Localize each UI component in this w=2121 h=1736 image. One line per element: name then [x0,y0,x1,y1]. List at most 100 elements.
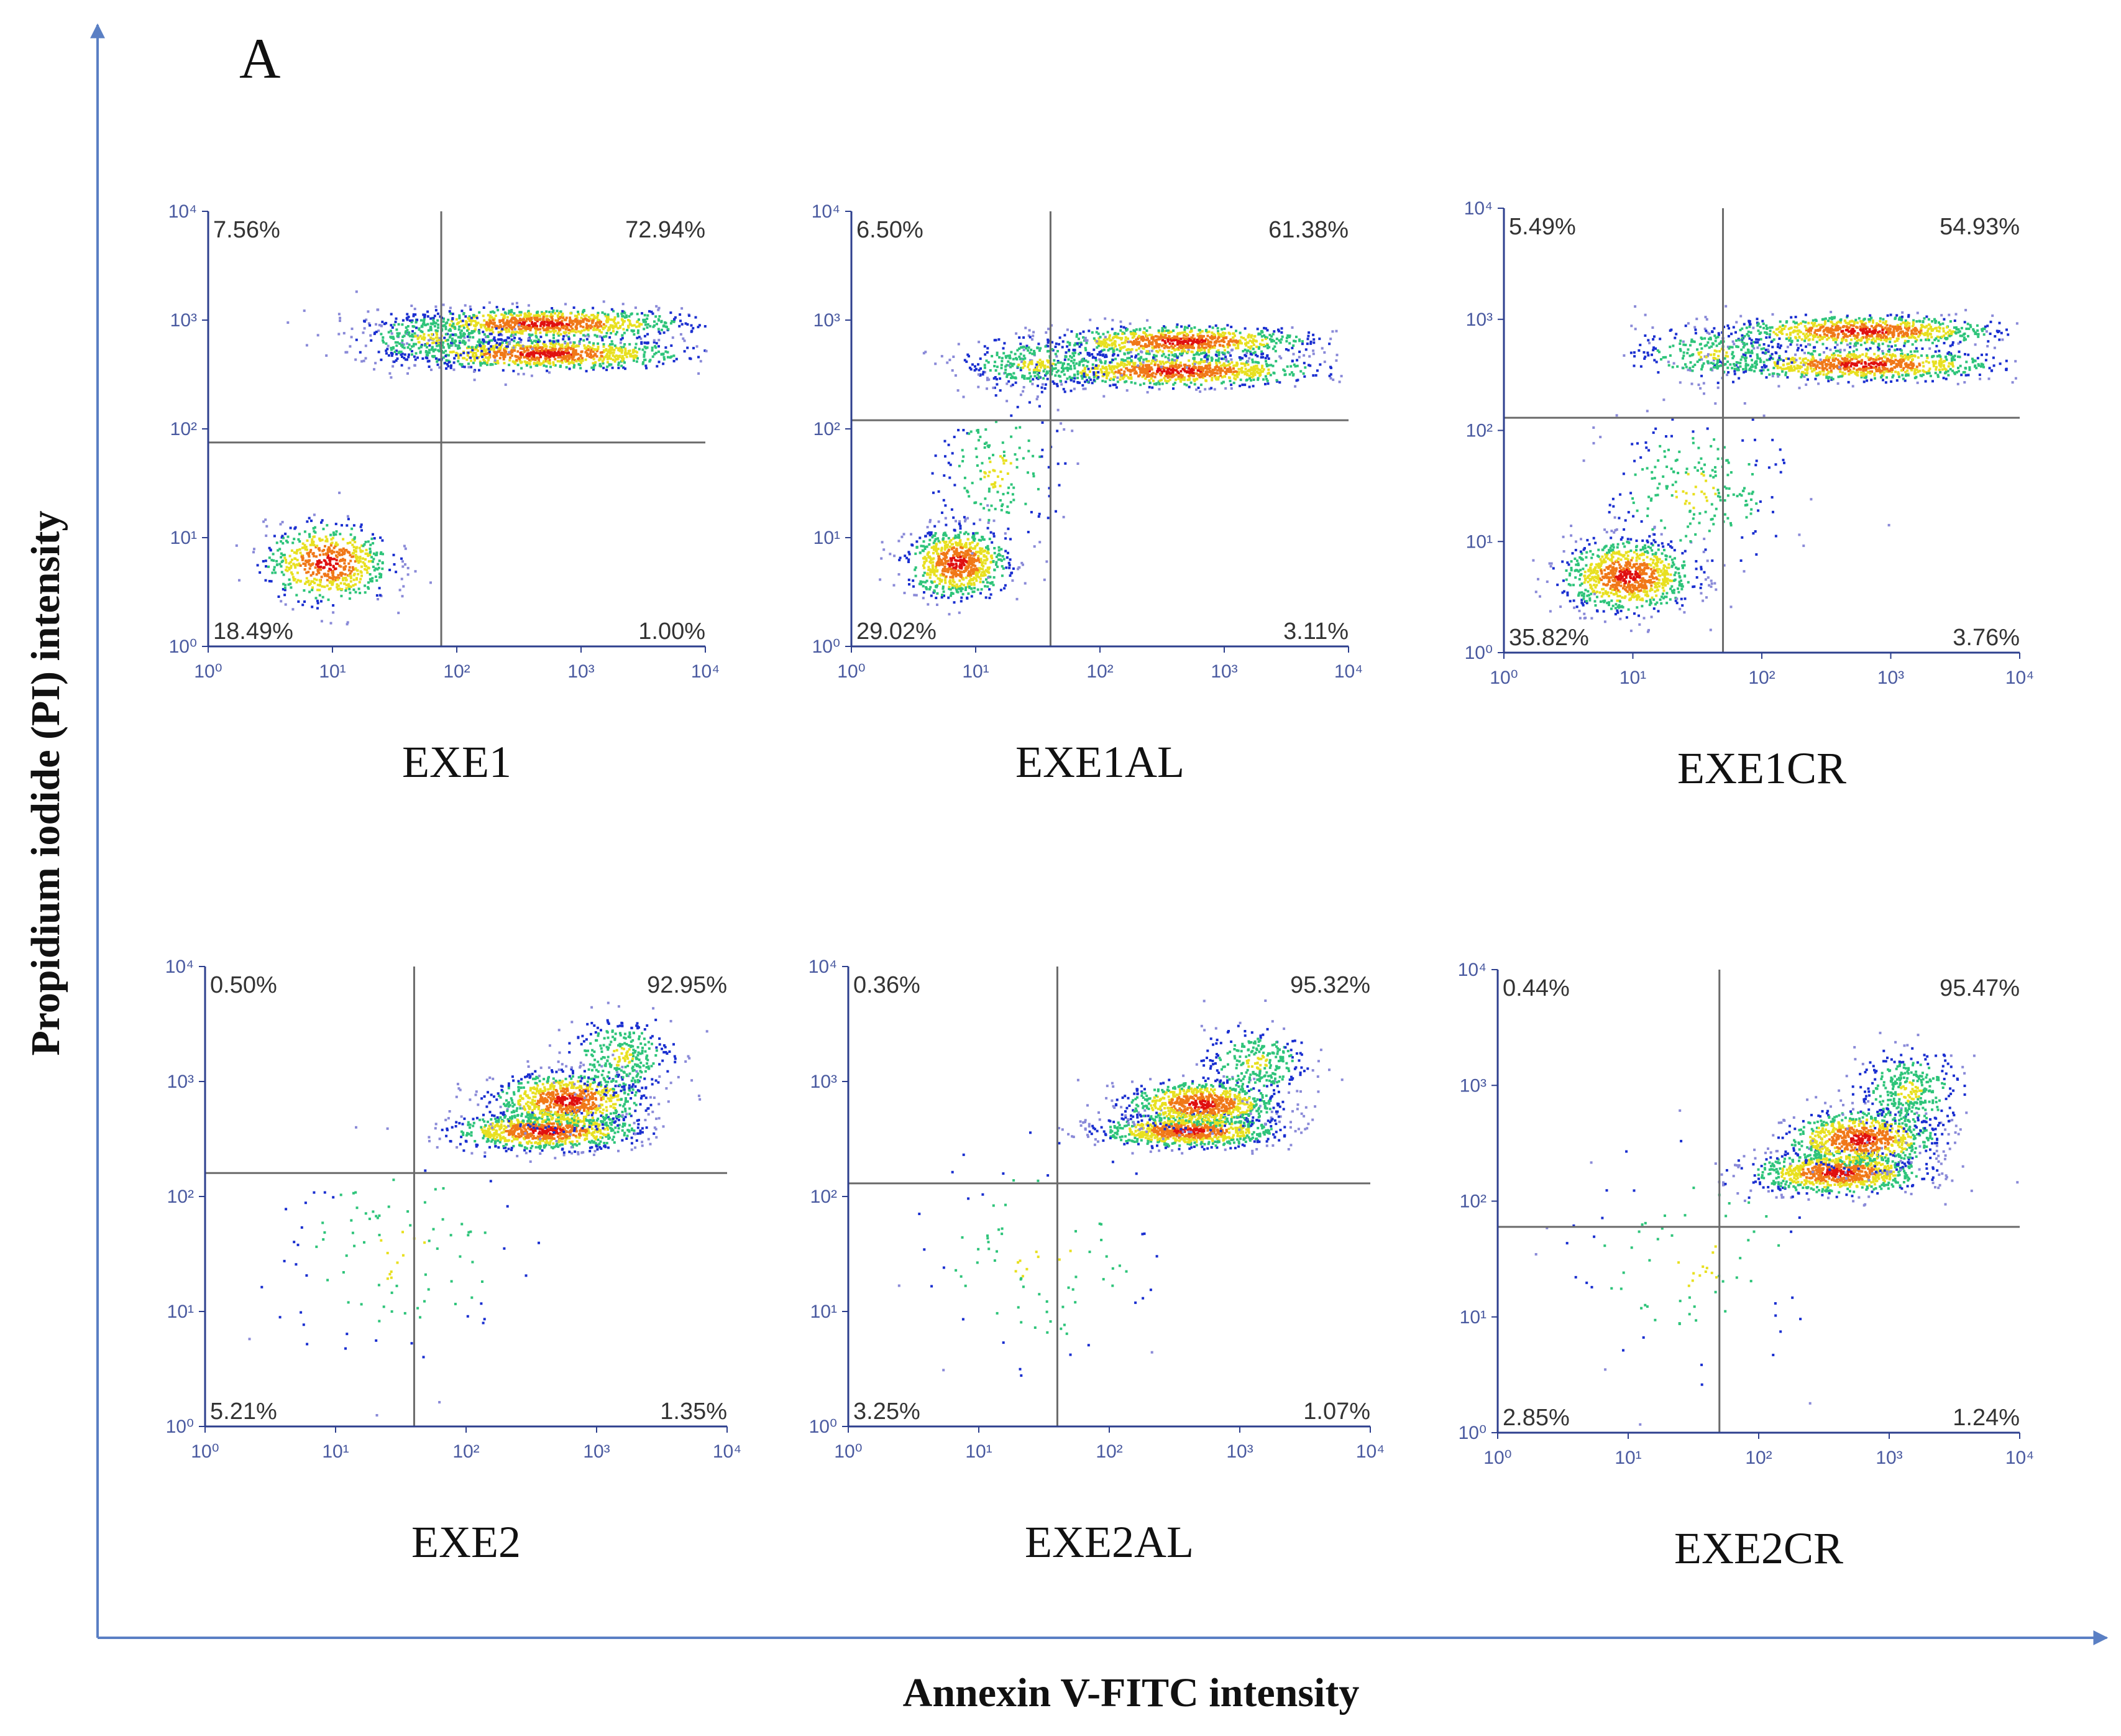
event-dot [610,340,613,343]
event-dot [1083,372,1086,375]
event-dot [332,611,335,614]
event-dot [551,311,554,314]
event-dot [1070,359,1073,362]
event-dot [545,357,547,360]
event-dot [654,351,657,354]
event-dot [651,355,654,358]
event-dot [529,319,532,323]
event-dot [682,337,685,340]
event-dot [259,571,262,574]
event-dot [421,324,423,328]
event-dot [492,331,495,334]
event-dot [697,356,700,359]
event-dot [1097,370,1100,374]
event-dot [359,556,362,558]
event-dot [444,349,447,352]
event-dot [518,311,521,314]
event-dot [493,356,497,359]
event-dot [516,305,519,308]
event-dot [536,342,539,346]
event-dot [621,349,624,352]
event-dot [1145,350,1148,353]
event-dot [1231,336,1234,339]
event-dot [427,329,430,332]
event-dot [1147,374,1150,377]
event-dot [595,348,598,351]
event-dot [408,331,411,334]
event-dot [364,567,367,571]
event-dot [1089,318,1092,321]
event-dot [395,328,398,331]
event-dot [1164,379,1167,382]
event-dot [1038,362,1041,365]
event-dot [607,313,610,316]
event-dot [628,319,631,323]
event-dot [387,354,390,357]
event-dot [579,338,582,341]
event-dot [692,347,695,350]
event-dot [1296,364,1299,367]
event-dot [393,361,396,364]
event-dot [429,338,432,341]
event-dot [1115,348,1119,351]
quadrant-lower-left: 18.49% [213,618,293,645]
event-dot [370,537,373,540]
event-dot [391,352,394,356]
event-dot [1204,370,1207,374]
event-dot [1224,387,1227,390]
event-dot [1179,341,1182,344]
event-dot [1184,338,1188,340]
event-dot [521,353,524,356]
event-dot [1222,362,1225,365]
event-dot [562,326,565,329]
event-dot [556,310,559,313]
event-dot [487,328,490,331]
event-dot [989,369,992,372]
event-dot [442,356,445,359]
event-dot [482,339,485,342]
event-dot [1193,354,1196,356]
event-dot [378,324,381,326]
event-dot [349,586,352,588]
event-dot [584,328,587,331]
event-dot [940,355,943,358]
event-dot [648,310,651,313]
event-dot [385,349,388,352]
event-dot [478,369,480,372]
event-dot [589,346,592,349]
event-dot [1102,395,1106,398]
event-dot [495,354,498,357]
event-dot [1076,333,1078,336]
event-dot [1024,326,1027,329]
event-dot [1273,330,1276,333]
event-dot [501,328,504,331]
event-dot [1264,383,1267,385]
event-dot [442,341,445,344]
event-dot [575,360,578,363]
event-dot [1160,365,1163,369]
event-dot [552,327,556,330]
event-dot [1208,364,1211,367]
event-dot [433,324,436,328]
event-dot [1170,369,1173,372]
event-dot [365,548,368,551]
event-dot [1119,346,1122,349]
event-dot [449,334,452,337]
event-dot [1211,376,1214,379]
event-dot [1244,367,1247,370]
event-dot [1257,371,1260,374]
event-dot [542,317,545,319]
event-dot [1214,353,1217,356]
event-dot [511,328,514,331]
event-dot [514,333,517,336]
event-dot [490,322,493,324]
event-dot [1168,359,1171,362]
event-dot [344,579,347,582]
event-dot [1166,376,1170,379]
event-dot [492,345,495,348]
event-dot [1203,346,1206,349]
event-dot [1338,380,1341,383]
event-dot [1207,354,1210,357]
event-dot [519,341,522,344]
event-dot [1224,370,1227,374]
